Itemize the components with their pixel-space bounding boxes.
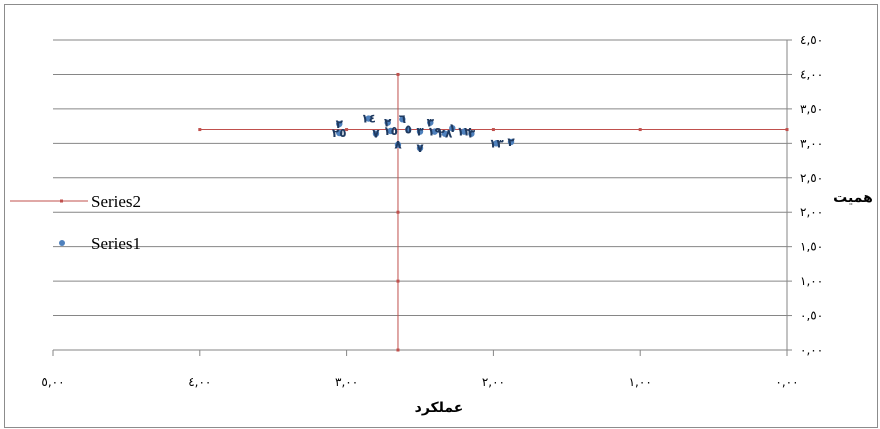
series1-point-label: ٧ xyxy=(416,141,424,155)
series1-point xyxy=(468,130,475,137)
series1-point-label: ٨ xyxy=(394,138,402,152)
chart-frame xyxy=(4,4,878,428)
series2-marker xyxy=(396,210,400,214)
series1-point xyxy=(394,141,402,148)
series1-point xyxy=(460,128,468,135)
legend: Series2 Series1 xyxy=(10,192,141,253)
legend-series2-marker xyxy=(60,199,63,203)
series1-point-label: ٥ xyxy=(405,123,412,137)
x-tick-label: ١,٠٠ xyxy=(629,375,652,389)
series1-point xyxy=(416,144,424,152)
series1-point xyxy=(365,115,372,122)
y-tick-label: ٢,٠٠ xyxy=(800,205,823,219)
series1-point-label: ٦ xyxy=(399,112,406,126)
y-tick-label: ٣,٥٠ xyxy=(800,102,823,116)
gridlines xyxy=(53,39,787,317)
series1-point xyxy=(427,119,434,126)
series2-lines xyxy=(198,72,789,352)
x-tick-label: ٣,٠٠ xyxy=(335,375,358,389)
series1-point xyxy=(336,120,343,128)
y-axis-title: همیت xyxy=(833,190,873,206)
series1-point xyxy=(384,119,391,126)
x-axis-title: عملکرد xyxy=(415,400,464,416)
series1-point xyxy=(507,138,515,146)
series1-point-label: ٣ xyxy=(468,127,476,141)
series1-point-label: ١٤ xyxy=(361,112,376,126)
series1-point-label: ١٩ xyxy=(427,125,442,139)
series2-marker xyxy=(198,128,202,132)
tick-labels: ٤,٥٠ ٤,٠٠ ٣,٥٠ ٣,٠٠ ٢,٥٠ ٢,٠٠ ١,٥٠ ١,٠٠ ٠,٥٠ ٠,٠٠… xyxy=(41,33,823,389)
series1-point xyxy=(441,130,449,137)
series2-marker xyxy=(345,128,349,132)
series1-point xyxy=(399,116,406,123)
series1-point-label: ٣ xyxy=(416,125,424,139)
series2-marker xyxy=(396,279,400,283)
series1-point-label: ٢ xyxy=(507,135,515,149)
series1-point-label: ٢٨ xyxy=(438,127,453,141)
series2-marker xyxy=(638,128,642,132)
series2-marker xyxy=(396,72,400,76)
y-tick-label: ٠,٥٠ xyxy=(800,309,823,323)
series1-point-label: ١ xyxy=(449,121,456,135)
series1-point xyxy=(416,128,424,135)
series1-point-label: ١٢ xyxy=(457,125,472,139)
series1-point-label: ١٥ xyxy=(383,124,398,138)
series1-point xyxy=(405,126,412,133)
y-tick-label: ٠,٠٠ xyxy=(800,343,823,357)
series2-marker xyxy=(396,348,400,352)
series1-point xyxy=(493,140,500,147)
legend-series2-label: Series2 xyxy=(91,192,141,211)
series1-point xyxy=(336,129,343,137)
y-tick-label: ١,٥٠ xyxy=(800,240,823,254)
series1-point xyxy=(387,127,394,135)
x-tick-label: ٤,٠٠ xyxy=(188,375,211,389)
axes xyxy=(52,39,792,356)
y-tick-label: ٤,٥٠ xyxy=(800,33,823,47)
series1-point-label: ٢٥ xyxy=(332,126,347,140)
series1-point-label: ١٣ xyxy=(489,136,504,150)
y-tick-label: ٣,٠٠ xyxy=(800,136,823,150)
legend-series1-label: Series1 xyxy=(91,234,141,253)
series1-point-label: ٧ xyxy=(372,127,380,141)
series1-point xyxy=(449,124,456,132)
series1-point-label: ٣ xyxy=(427,116,435,130)
legend-series1-marker xyxy=(59,240,65,246)
series1-point xyxy=(431,128,438,135)
series2-marker xyxy=(785,128,789,132)
series1-point-label: ٢ xyxy=(384,116,392,130)
series2-marker xyxy=(491,128,495,132)
x-tick-label: ٥,٠٠ xyxy=(41,375,64,389)
x-tick-label: ٢,٠٠ xyxy=(482,375,505,389)
y-tick-label: ٢,٥٠ xyxy=(800,171,823,185)
y-tick-label: ١,٠٠ xyxy=(800,274,823,288)
series1-point-label: ٢ xyxy=(336,117,344,131)
y-tick-label: ٤,٠٠ xyxy=(800,67,823,81)
x-tick-label: ٠,٠٠ xyxy=(775,375,798,389)
series1-point xyxy=(372,130,380,137)
